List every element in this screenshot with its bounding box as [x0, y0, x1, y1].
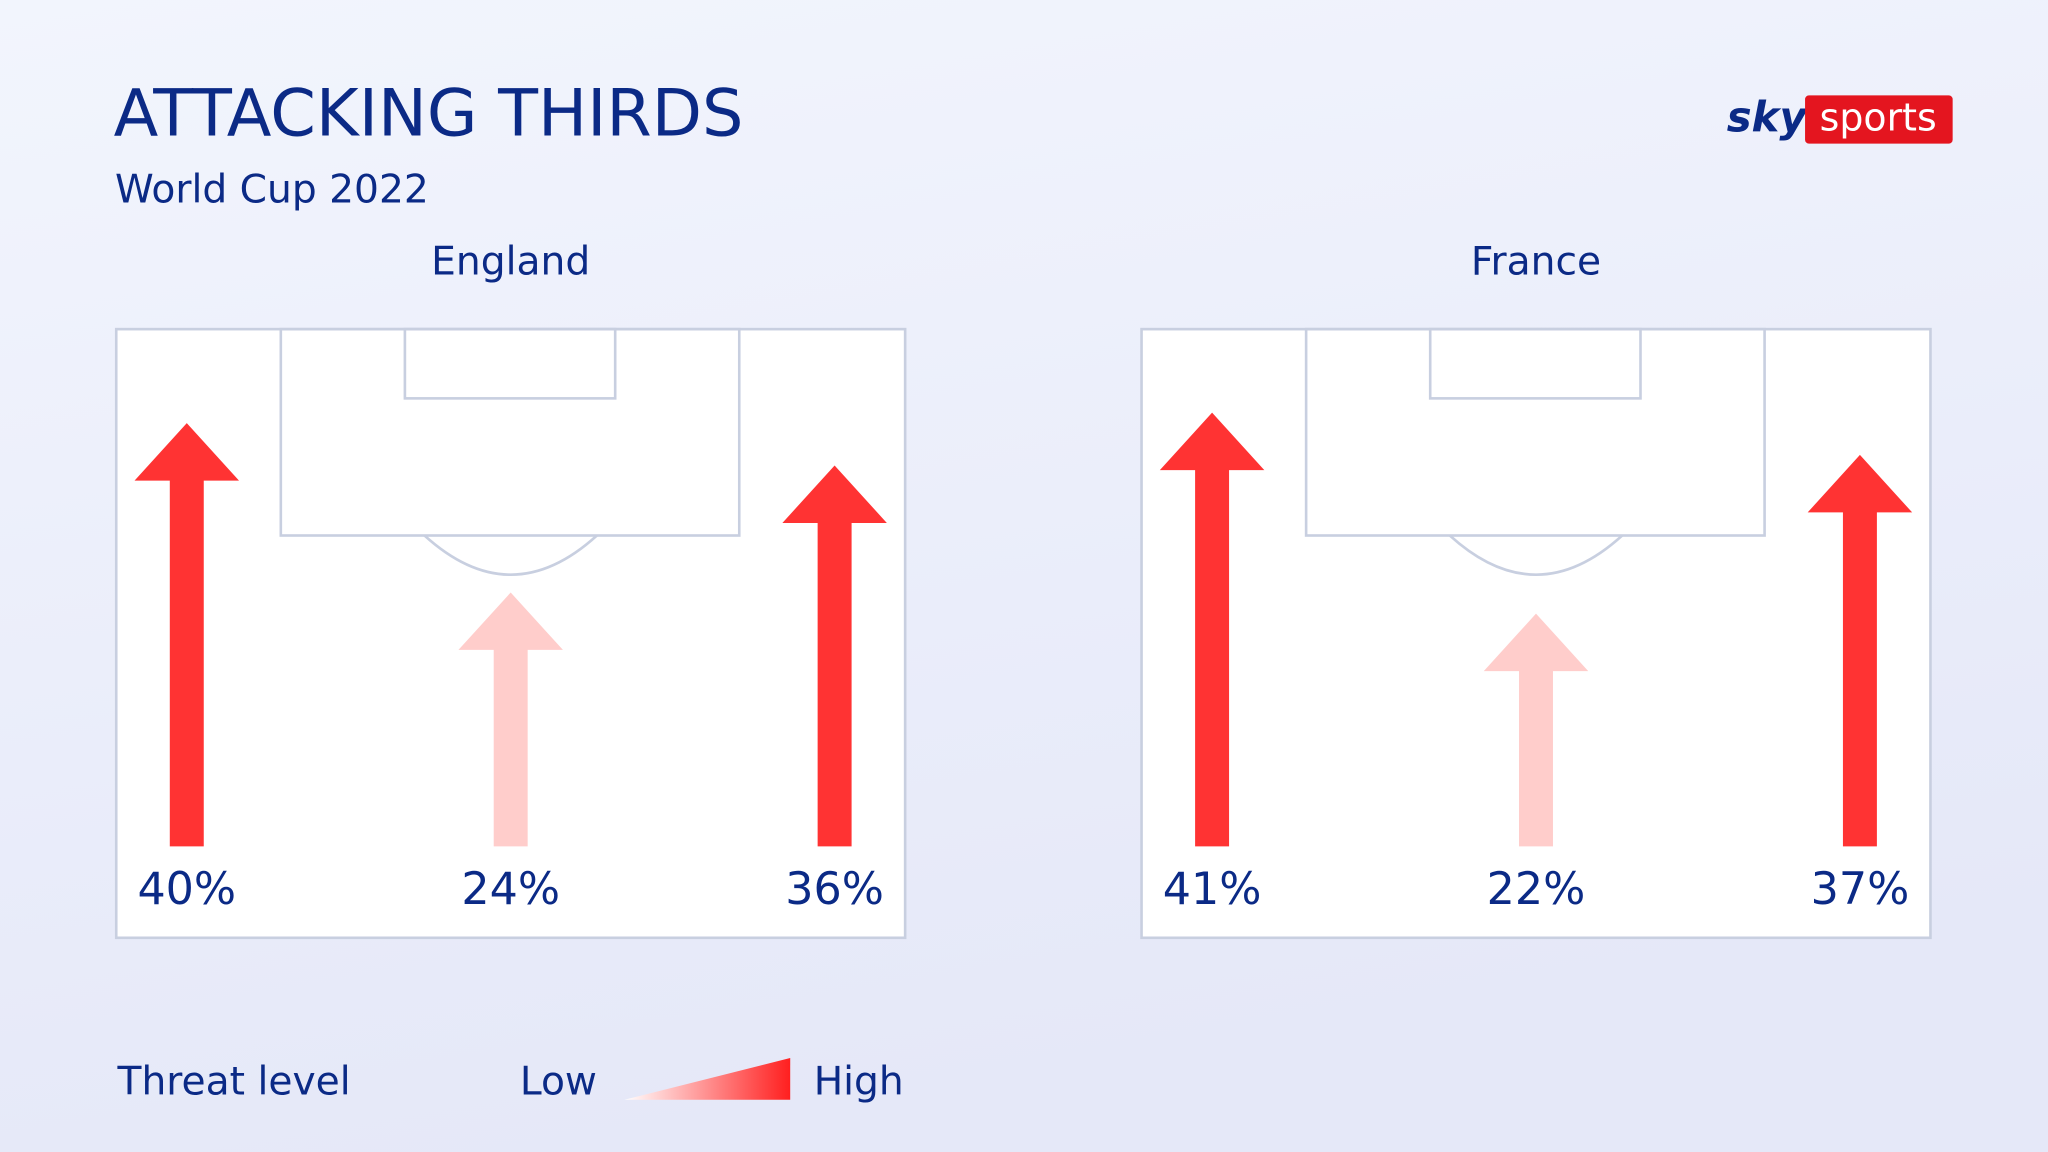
legend-high: High [814, 1060, 904, 1105]
panel-title: England [431, 239, 590, 284]
subtitle: World Cup 2022 [115, 168, 429, 213]
legend-gradient [624, 1057, 791, 1100]
penalty-arc [1448, 534, 1624, 576]
value-label: 41% [1163, 864, 1262, 915]
six-yard-box [1428, 327, 1642, 400]
arrow [458, 592, 563, 847]
logo-sports: sports [1820, 96, 1937, 140]
arrow [1807, 454, 1913, 847]
pitch-panel: England 40% 24% 36% [114, 239, 907, 940]
logo-box [1805, 95, 1953, 144]
value-label: 37% [1811, 864, 1910, 915]
title: ATTACKING THIRDS [114, 76, 744, 152]
arrow [134, 423, 240, 847]
pitch-panel: France 41% 22% 37% [1140, 239, 1932, 940]
value-label: 36% [785, 864, 884, 915]
logo-sky: sky [1727, 93, 1809, 142]
six-yard-box [403, 327, 617, 400]
legend-title: Threat level [117, 1060, 351, 1105]
penalty-arc [423, 534, 598, 576]
legend: Threat level Low High [117, 1057, 904, 1105]
panel-title: France [1471, 239, 1601, 284]
value-label: 40% [137, 864, 236, 915]
arrow [782, 465, 887, 847]
arrow [1159, 412, 1265, 847]
arrow [1483, 613, 1589, 847]
panels: England 40% 24% 36% France 41% 22% 37% [114, 239, 1932, 940]
logo: sky sports [1727, 93, 1953, 144]
legend-low: Low [520, 1060, 597, 1105]
value-label: 24% [461, 864, 560, 915]
value-label: 22% [1487, 864, 1586, 915]
